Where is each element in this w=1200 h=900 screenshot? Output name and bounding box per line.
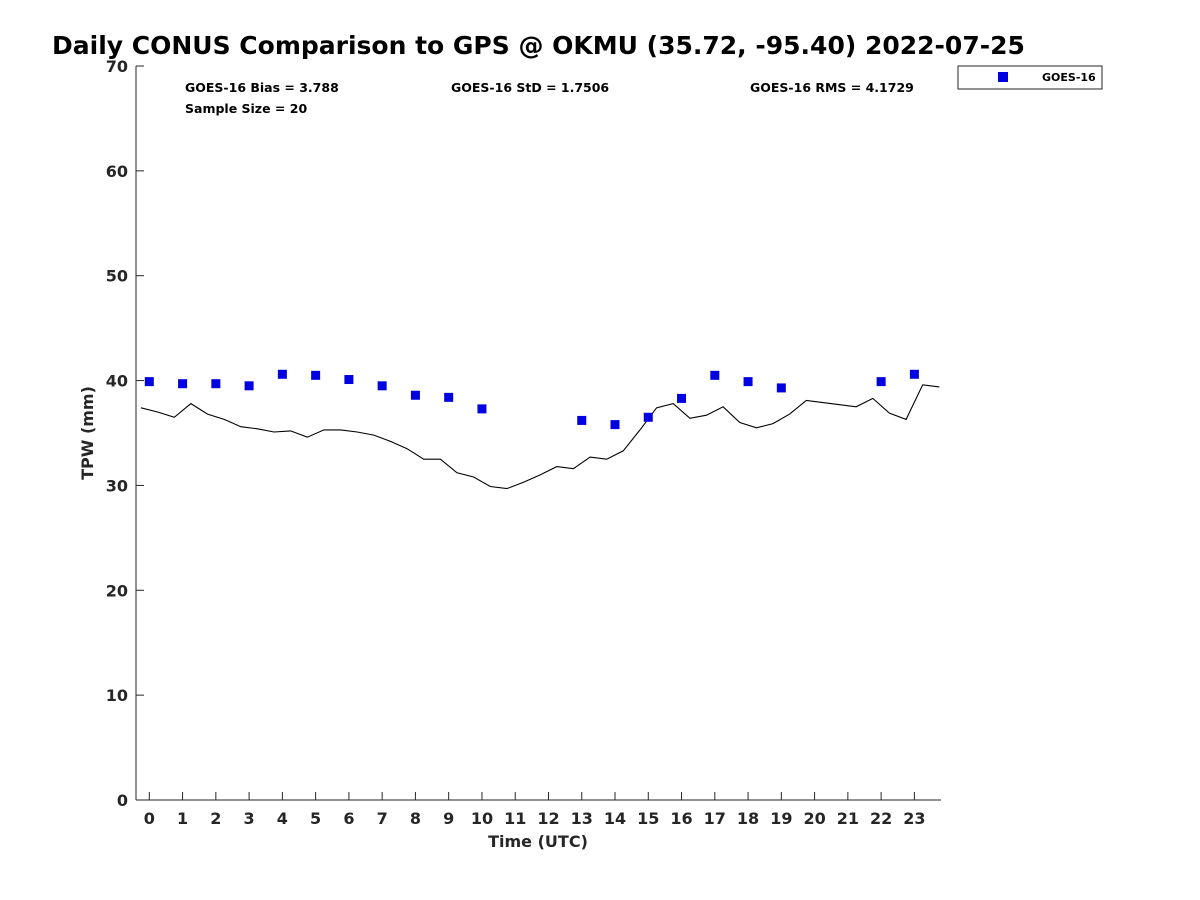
x-tick-label: 17 [704,809,726,828]
x-ticks: 0 1 2 3 4 5 6 7 8 9 10 11 12 13 14 15 16 17 18 19 20 21 22 23 [144,792,926,828]
legend-marker [998,72,1008,82]
x-tick-label: 14 [604,809,626,828]
y-axis-label: TPW (mm) [78,386,97,480]
x-tick-label: 3 [244,809,255,828]
y-tick-label: 70 [106,57,128,76]
x-tick-label: 1 [177,809,188,828]
goes16-point [178,379,188,389]
x-axis-label: Time (UTC) [488,832,588,851]
y-tick-label: 40 [106,372,128,391]
goes16-point [876,377,886,387]
goes16-point [244,381,254,391]
goes16-point [410,390,420,400]
x-tick-label: 23 [903,809,925,828]
goes16-point [377,381,387,391]
x-tick-label: 12 [537,809,559,828]
goes16-point [909,369,919,379]
goes16-point [477,404,487,414]
goes16-point [710,370,720,380]
x-tick-label: 8 [410,809,421,828]
x-tick-label: 20 [803,809,825,828]
legend-box [957,65,1103,90]
y-ticks: 0 10 20 30 40 50 60 70 [106,57,144,810]
x-tick-label: 18 [737,809,759,828]
goes16-point [776,383,786,393]
goes16-point [311,370,321,380]
x-tick-label: 9 [443,809,454,828]
goes16-point [743,377,753,387]
x-tick-label: 5 [310,809,321,828]
x-tick-label: 6 [343,809,354,828]
x-tick-label: 11 [504,809,526,828]
goes16-point [144,377,154,387]
goes16-points [144,369,919,430]
x-tick-label: 21 [837,809,859,828]
x-tick-label: 19 [770,809,792,828]
y-tick-label: 60 [106,162,128,181]
y-tick-label: 50 [106,267,128,286]
goes16-point [677,393,687,403]
axes [135,66,941,801]
gps-tpw-line [140,384,940,490]
legend-label: GOES-16 [1042,71,1096,84]
y-tick-label: 20 [106,581,128,600]
goes16-point [277,369,287,379]
std-stat: GOES-16 StD = 1.7506 [451,80,609,95]
y-tick-label: 10 [106,686,128,705]
sample-size-stat: Sample Size = 20 [185,101,307,116]
goes16-point [610,420,620,430]
chart-title: Daily CONUS Comparison to GPS @ OKMU (35… [52,31,1025,60]
x-tick-label: 0 [144,809,155,828]
bias-stat: GOES-16 Bias = 3.788 [185,80,339,95]
x-tick-label: 16 [670,809,692,828]
legend: GOES-16 [957,65,1103,90]
gps-line [140,384,940,490]
goes16-point [643,412,653,422]
y-tick-label: 30 [106,476,128,495]
goes16-point [211,379,221,389]
x-tick-label: 22 [870,809,892,828]
x-tick-label: 4 [277,809,288,828]
x-tick-label: 15 [637,809,659,828]
goes16-point [344,375,354,385]
y-tick-label: 0 [117,791,128,810]
x-tick-label: 7 [377,809,388,828]
x-tick-label: 2 [210,809,221,828]
goes16-point [444,392,454,402]
goes16-point [577,415,587,425]
rms-stat: GOES-16 RMS = 4.1729 [750,80,914,95]
x-tick-label: 10 [471,809,493,828]
x-tick-label: 13 [571,809,593,828]
